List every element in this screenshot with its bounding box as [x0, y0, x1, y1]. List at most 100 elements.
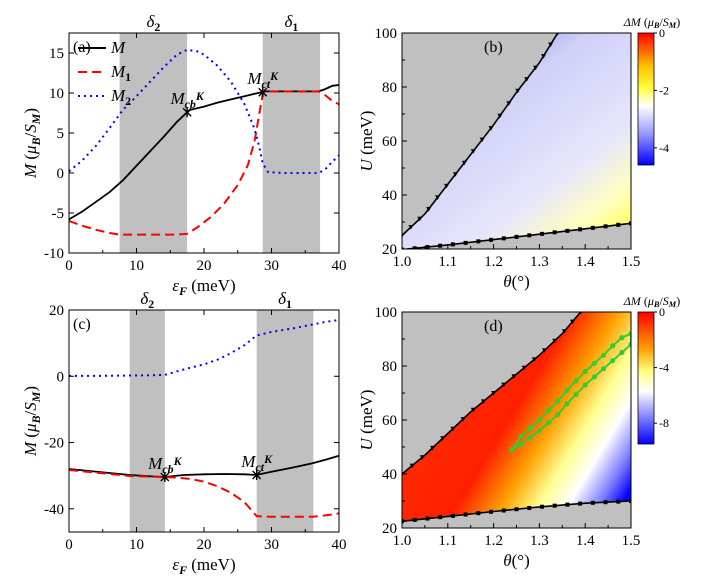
- x-tick-label: 10: [129, 258, 144, 274]
- panel-d: 1.0 1.1 1.2 1.3 1.4 1.5 20 40 60 80 100 θ(°) U (meV)…: [357, 294, 680, 570]
- y-tick-label: 10: [49, 86, 64, 102]
- y-tick-label: 40: [382, 188, 397, 204]
- upper-boundary-marker: [491, 391, 497, 396]
- legend-entry-M: M: [110, 38, 126, 57]
- lower-boundary-marker: [565, 228, 570, 233]
- y-axis-label: M (μB/SM): [21, 108, 43, 179]
- lower-boundary-marker: [578, 227, 583, 232]
- upper-boundary-marker: [506, 101, 512, 106]
- series-line-M1: [69, 469, 339, 518]
- y-tick-label: 80: [382, 359, 397, 375]
- panel-b: 1.0 1.1 1.2 1.3 1.4 1.5 20 40 60 80 100 θ(°) U (meV)…: [357, 15, 680, 291]
- upper-boundary-marker: [524, 77, 530, 82]
- lower-boundary-marker: [463, 512, 468, 517]
- upper-boundary-marker: [497, 113, 503, 119]
- lower-boundary-marker: [463, 240, 468, 245]
- y-tick-label: 100: [375, 26, 398, 42]
- lower-boundary-marker: [514, 234, 519, 239]
- y-tick-label: 0: [57, 369, 65, 385]
- series-group: [69, 48, 339, 236]
- series-line-M2: [69, 318, 339, 377]
- y-axis-label: U (meV): [357, 111, 376, 172]
- upper-boundary-marker: [552, 338, 558, 344]
- x-axis-label: εF (meV): [172, 555, 235, 577]
- upper-boundary-marker: [541, 348, 547, 353]
- lower-boundary-marker: [425, 516, 430, 521]
- green-contour-point: [573, 391, 579, 397]
- y-tick-label: 40: [382, 467, 397, 483]
- upper-boundary-marker: [480, 399, 486, 404]
- y-tick-label: 80: [382, 80, 397, 96]
- upper-boundary-marker: [461, 160, 467, 166]
- upper-boundary-marker: [409, 463, 415, 469]
- x-tick-label: 1.3: [530, 254, 549, 270]
- upper-boundary-marker: [419, 455, 425, 460]
- lower-boundary-marker: [552, 230, 557, 235]
- y-tick-label: -10: [44, 246, 64, 262]
- lower-boundary-marker: [616, 222, 621, 227]
- green-contour-point: [545, 420, 552, 426]
- x-tick-label: 1.4: [576, 533, 595, 549]
- y-tick-label: -5: [52, 206, 65, 222]
- green-contour-point: [545, 407, 552, 414]
- lower-boundary-marker: [590, 225, 595, 230]
- x-axis-label: θ(°): [503, 272, 529, 291]
- colorbar-label: ΔM (μB/SM): [623, 15, 680, 30]
- lower-boundary-marker: [603, 224, 608, 229]
- x-tick-label: 1.0: [393, 254, 412, 270]
- lower-boundary-marker: [489, 237, 494, 242]
- colorbar-tick-label: -8: [659, 416, 669, 430]
- series-line-M1: [69, 90, 339, 236]
- x-tick-label: 40: [332, 537, 347, 553]
- green-contour-point: [591, 374, 597, 380]
- colorbar-tick-label: 0: [659, 305, 665, 319]
- x-tick-label: 1.5: [622, 254, 641, 270]
- upper-boundary-marker: [435, 195, 441, 200]
- upper-boundary-marker: [470, 407, 476, 413]
- legend-entry-M1: M1: [110, 62, 131, 84]
- lower-boundary-marker: [616, 499, 621, 504]
- lower-boundary-marker: [578, 501, 583, 506]
- colorbar-label: ΔM (μB/SM): [623, 294, 680, 309]
- y-tick-label: 20: [382, 521, 397, 537]
- lower-boundary-marker: [438, 243, 443, 248]
- y-axis-label: U (meV): [357, 390, 376, 451]
- green-contour-point: [591, 360, 597, 366]
- panel-a: δ2 δ1 0 10 20 30 40 -10 -5 0 5 10 15 εF (meV) M (μB/SM…: [21, 12, 347, 298]
- upper-boundary-marker: [479, 137, 485, 143]
- green-contour-point: [600, 352, 607, 358]
- x-tick-label: 30: [264, 537, 279, 553]
- green-contour-point: [536, 417, 543, 423]
- x-tick-label: 1.2: [484, 254, 503, 270]
- green-contour-line: [511, 332, 631, 451]
- colorbar: [637, 311, 655, 445]
- lower-boundary-marker: [412, 517, 417, 522]
- x-tick-label: 20: [197, 537, 212, 553]
- panel-label: (b): [484, 39, 503, 56]
- x-tick-label: 40: [332, 258, 347, 274]
- green-contour-point: [527, 434, 533, 441]
- green-contour-point: [619, 335, 625, 341]
- upper-boundary-marker: [511, 374, 517, 379]
- annotation-label-ct: MctK: [246, 69, 279, 91]
- upper-boundary-marker: [515, 88, 521, 94]
- upper-boundary-marker: [556, 33, 560, 36]
- x-tick-label: 1.1: [438, 254, 457, 270]
- lower-boundary-marker: [450, 513, 455, 518]
- upper-boundary-marker: [548, 42, 554, 48]
- green-contour-point: [619, 349, 625, 356]
- green-contour-point: [509, 447, 515, 453]
- colorbar-tick-label: 0: [659, 26, 665, 40]
- y-tick-label: -40: [44, 502, 64, 518]
- upper-boundary-marker: [470, 149, 476, 154]
- y-tick-label: 100: [375, 305, 398, 321]
- y-tick-label: 60: [382, 134, 397, 150]
- upper-boundary-marker: [488, 126, 494, 131]
- green-contour-point: [536, 428, 543, 434]
- annotation-marker-1: [160, 471, 170, 482]
- shaded-region-2: [262, 33, 321, 253]
- lower-boundary-marker: [514, 507, 519, 512]
- lower-boundary-marker: [590, 500, 595, 505]
- upper-boundary-marker: [569, 319, 575, 325]
